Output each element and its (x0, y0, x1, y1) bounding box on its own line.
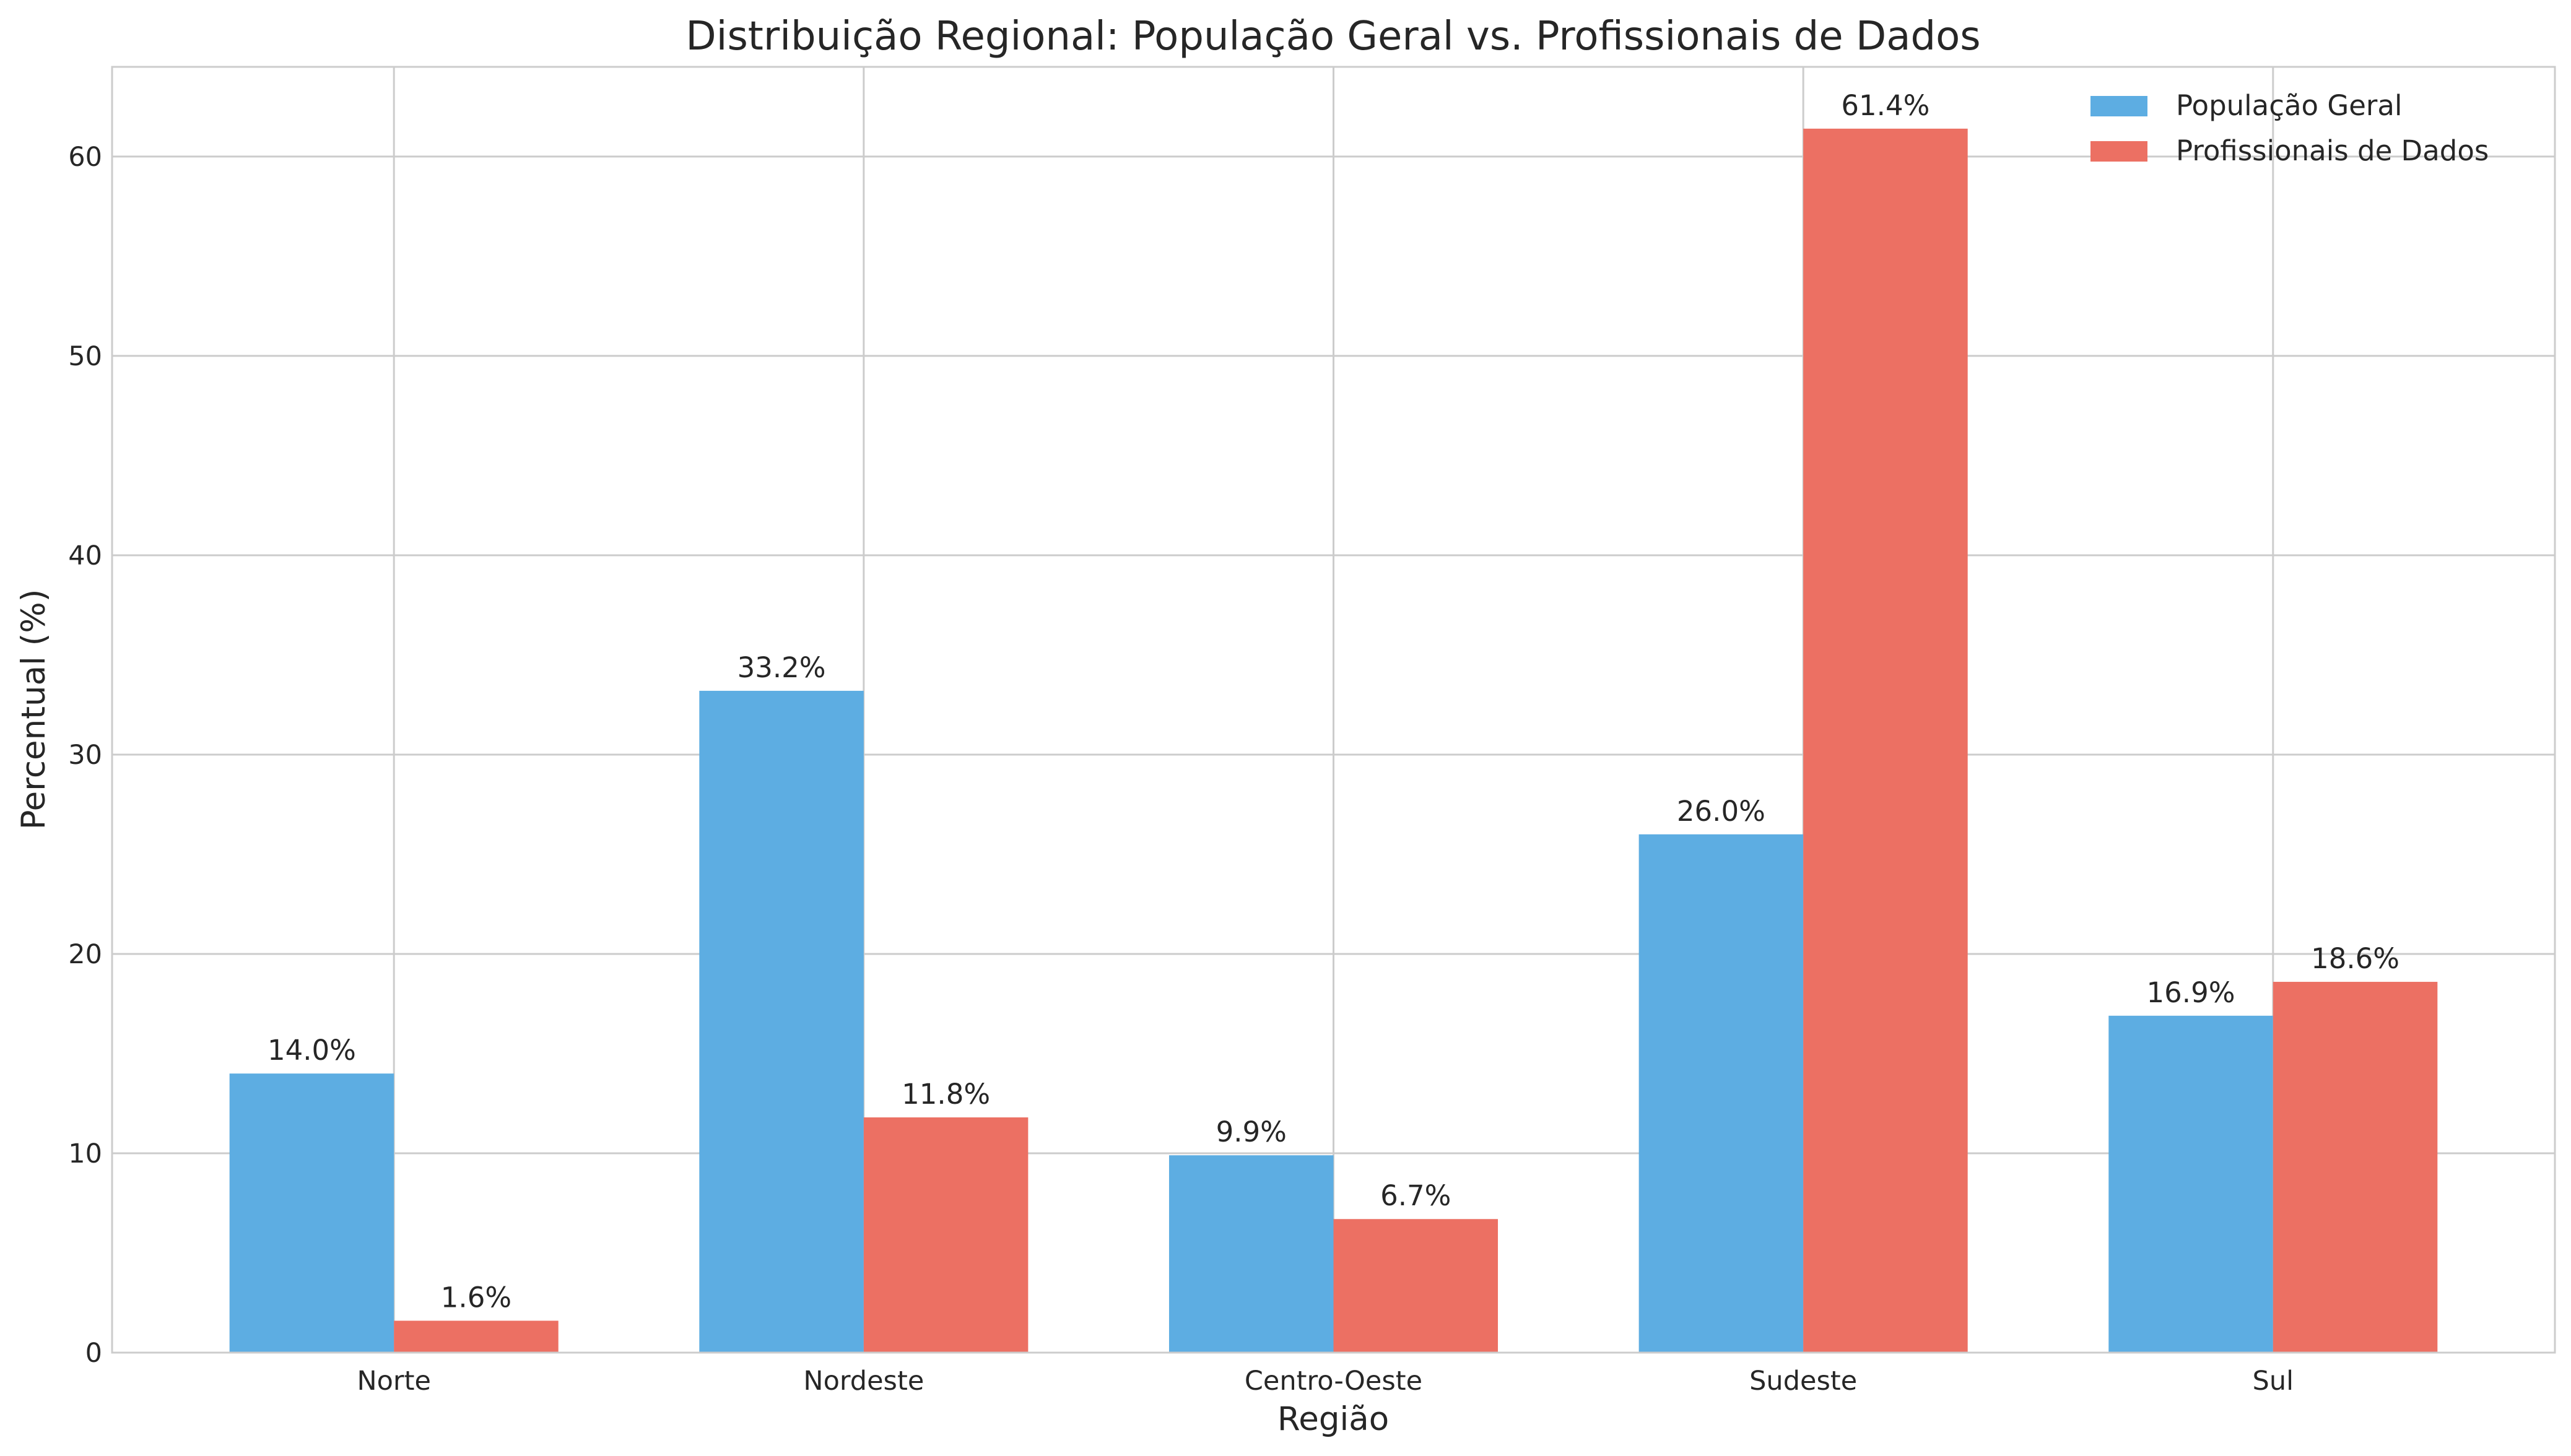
bar-value-label: 26.0% (1677, 795, 1765, 828)
plot-frame (111, 66, 2556, 1354)
bar-value-label: 9.9% (1216, 1116, 1287, 1148)
bars (229, 128, 2438, 1353)
bar-value-label: 6.7% (1380, 1179, 1451, 1212)
x-axis-ticks: Norte Nordeste Centro-Oeste Sudeste Sul (357, 1366, 2294, 1397)
x-tick-label: Norte (357, 1366, 430, 1397)
x-axis-label: Região (1277, 1400, 1389, 1438)
y-tick-label: 50 (68, 341, 102, 372)
data-labels: 14.0% 33.2% 9.9% 26.0% 16.9% 1.6% 11.8% 6.7% 61.… (268, 89, 2399, 1314)
chart-title: Distribuição Regional: População Geral v… (685, 14, 1980, 59)
x-tick-label: Sudeste (1749, 1366, 1857, 1397)
legend: População Geral Profissionais de Dados (2090, 89, 2489, 167)
bar (2273, 982, 2438, 1353)
bar (1638, 834, 1804, 1353)
legend-label: População Geral (2176, 89, 2403, 122)
bar-value-label: 18.6% (2311, 942, 2399, 975)
legend-swatch (2090, 141, 2147, 162)
x-tick-label: Centro-Oeste (1245, 1366, 1422, 1397)
bar-value-label: 11.8% (902, 1078, 990, 1111)
bar (2108, 1015, 2273, 1353)
x-tick-label: Nordeste (803, 1366, 924, 1397)
y-tick-label: 60 (68, 142, 102, 173)
y-tick-label: 10 (68, 1138, 102, 1169)
bar (699, 690, 864, 1353)
y-tick-label: 30 (68, 740, 102, 771)
legend-swatch (2090, 96, 2147, 116)
legend-label: Profissionais de Dados (2176, 134, 2489, 167)
bar-value-label: 16.9% (2147, 976, 2235, 1009)
x-tick-label: Sul (2253, 1366, 2294, 1397)
y-tick-label: 40 (68, 540, 102, 571)
bar-value-label: 1.6% (441, 1281, 511, 1314)
bar (863, 1117, 1029, 1353)
y-axis-ticks: 0 10 20 30 40 50 60 (68, 142, 102, 1369)
bar (1168, 1155, 1334, 1353)
y-axis-label: Percentual (%) (15, 589, 53, 830)
y-tick-label: 20 (68, 939, 102, 970)
bar (394, 1320, 559, 1353)
bar (1803, 128, 1968, 1353)
bar-value-label: 33.2% (737, 651, 826, 684)
bar (229, 1073, 394, 1353)
y-tick-label: 0 (85, 1338, 102, 1369)
bar-value-label: 14.0% (268, 1034, 356, 1067)
bar (1333, 1219, 1499, 1353)
bar-value-label: 61.4% (1841, 89, 1929, 122)
